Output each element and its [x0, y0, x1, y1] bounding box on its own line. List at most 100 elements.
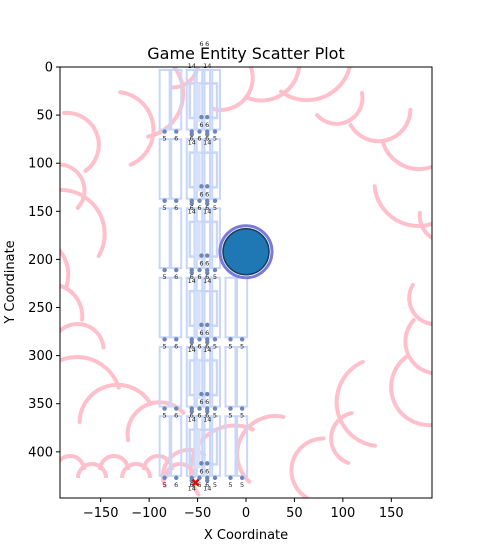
inner-label: 14 [203, 346, 211, 354]
x-tick-label: −100 [131, 506, 167, 521]
inner-label: 6 [205, 190, 209, 198]
entity-label: 5 [163, 204, 167, 212]
entity-point [174, 406, 179, 411]
entity-label: 5 [228, 481, 232, 489]
top-label: 14 [203, 62, 211, 70]
inner-label: 14 [188, 346, 196, 354]
top-label: 6 [205, 40, 209, 48]
background-arc [329, 411, 354, 465]
x-tick-label: 150 [379, 506, 404, 521]
background-arc [372, 184, 432, 228]
y-tick-label: 150 [28, 205, 53, 220]
entity-point [162, 406, 167, 411]
inner-point [205, 391, 210, 397]
inner-point [199, 114, 204, 120]
background-arc [279, 67, 352, 103]
inner-point [205, 478, 210, 483]
inner-label: 14 [188, 277, 196, 285]
chart-title: Game Entity Scatter Plot [147, 44, 344, 63]
inner-point [189, 132, 194, 137]
inner-label: 14 [203, 485, 211, 493]
x-tick-label: −150 [83, 506, 119, 521]
inner-point [199, 322, 204, 328]
entity-point [174, 267, 179, 273]
player-entity [222, 227, 270, 276]
entity-label: 6 [205, 204, 209, 212]
entity-label: 5 [213, 273, 217, 281]
inner-point [189, 201, 194, 206]
entity-label: 5 [228, 342, 232, 350]
y-axis: 0 50 100 150 200 250 300 350 400 [28, 61, 60, 460]
entity-label: 6 [190, 273, 194, 281]
inner-label: 6 [205, 398, 209, 406]
inner-point [205, 114, 210, 120]
inner-label: 14 [188, 415, 196, 423]
entity-label: 5 [240, 342, 244, 350]
inner-point [189, 270, 194, 276]
entity-label: 5 [240, 481, 244, 489]
inner-label: 14 [203, 208, 211, 216]
entity-label: 5 [163, 273, 167, 281]
entity-label: 5 [163, 135, 167, 143]
entity-label: 6 [174, 204, 178, 212]
entity-label: 6 [205, 412, 209, 420]
background-arc [417, 210, 432, 241]
plot-background [60, 67, 432, 498]
x-tick-label: 0 [242, 506, 250, 521]
y-tick-label: 250 [28, 301, 53, 316]
inner-point [205, 270, 210, 276]
entity-label: 6 [205, 273, 209, 281]
entity-label: 6 [174, 273, 178, 281]
entity-point [174, 475, 179, 481]
entity-point [162, 129, 167, 134]
inner-label: 6 [205, 329, 209, 337]
background-arc [60, 355, 121, 390]
background-arc [407, 283, 432, 326]
background-arc [315, 91, 365, 126]
entity-label: 6 [197, 135, 201, 143]
x-tick-label: 100 [330, 506, 355, 521]
entity-point [162, 198, 167, 204]
y-tick-label: 350 [28, 397, 53, 412]
entity-point [228, 475, 233, 481]
entity-label: 6 [190, 204, 194, 212]
background-arc [348, 107, 413, 144]
entity-point [162, 267, 167, 273]
entity-label: 5 [163, 412, 167, 420]
inner-label: 6 [199, 329, 203, 337]
background-arc [146, 67, 186, 139]
entity-label: 5 [228, 412, 232, 420]
background-arc [60, 247, 71, 289]
y-axis-label: Y Coordinate [3, 240, 18, 324]
entity-point [212, 267, 218, 273]
entity-point [228, 406, 233, 411]
background-arc [211, 67, 255, 112]
entity-label: 5 [213, 412, 217, 420]
background-arc [118, 90, 156, 167]
inner-label: 14 [203, 415, 211, 423]
entity-point [239, 337, 245, 342]
marker-entity [191, 478, 200, 487]
inner-bar [194, 360, 201, 399]
entity-label: 6 [190, 342, 194, 350]
inner-label: 14 [203, 277, 211, 285]
inner-point [205, 339, 210, 345]
y-tick-label: 400 [28, 445, 53, 460]
y-tick-label: 0 [45, 61, 53, 76]
background-arc [120, 462, 152, 479]
inner-point [189, 409, 194, 414]
entity-label: 6 [174, 342, 178, 350]
background-arcs [60, 67, 432, 498]
entity-label: 6 [190, 135, 194, 143]
entity-point [212, 198, 218, 204]
entity-label: 6 [197, 204, 201, 212]
background-arc [403, 318, 432, 376]
x-tick-label: −50 [184, 506, 211, 521]
background-arc [431, 254, 432, 262]
inner-point [199, 461, 204, 466]
entity-points [162, 114, 245, 483]
entity-label: 5 [213, 342, 217, 350]
background-arc [60, 321, 106, 350]
entity-point [197, 406, 202, 411]
entity-label: 6 [205, 481, 209, 489]
